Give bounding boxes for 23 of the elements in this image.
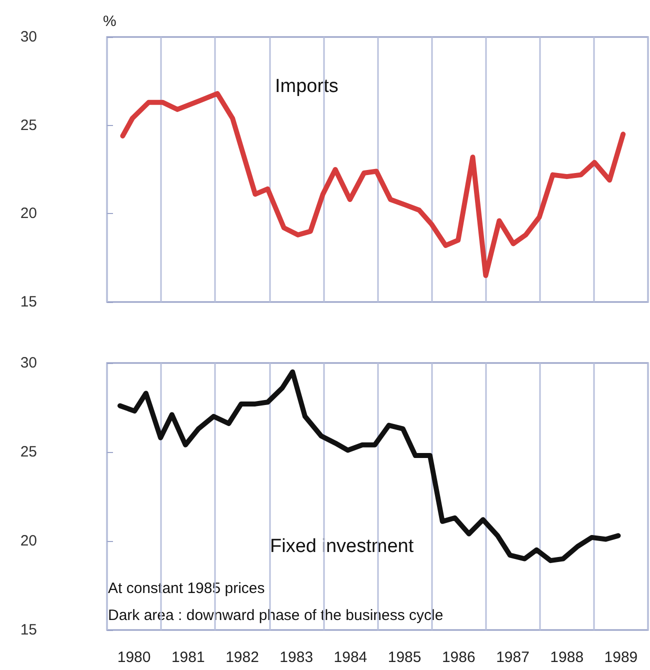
x-tick-label: 1987 bbox=[496, 649, 530, 666]
annotation: Dark area : downward phase of the business cycle bbox=[108, 607, 444, 624]
y-tick-label: 15 bbox=[20, 294, 37, 310]
y-tick-label: 25 bbox=[20, 116, 37, 134]
x-tick-label: 1984 bbox=[334, 649, 368, 666]
y-tick-label: 30 bbox=[20, 354, 37, 372]
y-tick-label: 30 bbox=[20, 28, 37, 46]
series-label: Fixed investment bbox=[270, 536, 414, 557]
x-tick-label: 1980 bbox=[117, 649, 151, 666]
x-tick-label: 1981 bbox=[171, 649, 205, 666]
y-tick-label: 15 bbox=[20, 622, 37, 638]
annotation: At constant 1985 prices bbox=[108, 580, 265, 597]
text: Imports bbox=[275, 76, 338, 97]
x-tick-label: 1988 bbox=[550, 649, 584, 666]
x-tick-label: 1982 bbox=[226, 649, 259, 666]
x-tick-label: 1986 bbox=[442, 649, 476, 666]
y-axis-title: % bbox=[103, 13, 116, 30]
x-tick-label: 1989 bbox=[604, 649, 638, 666]
x-tick-label: 1983 bbox=[280, 649, 314, 666]
x-tick-label: 1985 bbox=[388, 649, 422, 666]
y-tick-label: 25 bbox=[20, 444, 37, 460]
y-tick-label: 20 bbox=[20, 205, 37, 222]
y-tick-label: 20 bbox=[20, 532, 37, 550]
